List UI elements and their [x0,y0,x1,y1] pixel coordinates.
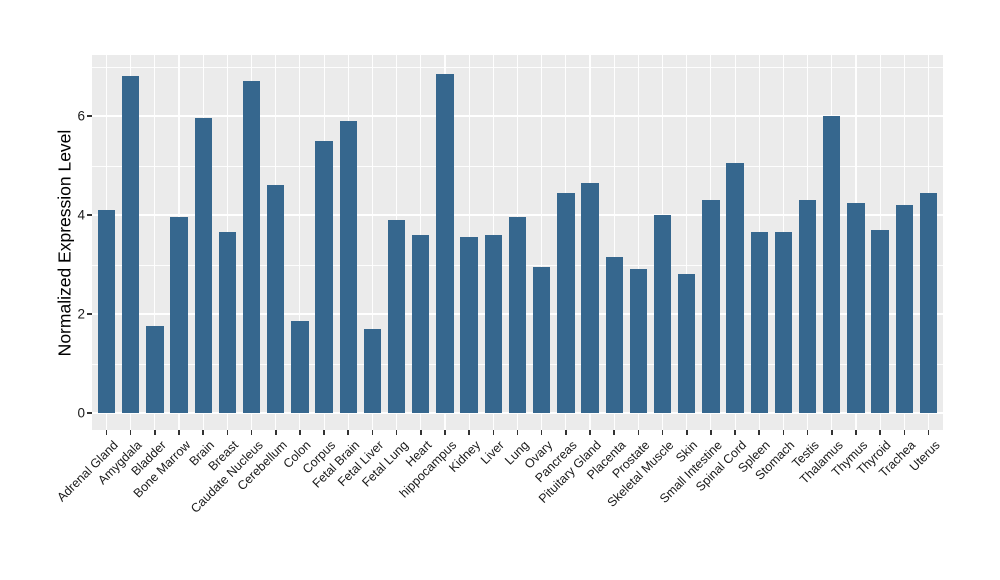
bar [532,266,551,413]
y-axis-tick [87,412,92,414]
x-axis-tick [274,430,277,435]
y-axis-tick [87,115,92,117]
x-axis-tick [419,430,422,435]
x-axis-tick [178,430,180,435]
bar [726,163,744,413]
bar [484,234,503,413]
y-tick-label: 4 [77,207,85,223]
y-axis-tick [87,214,92,216]
bar [412,234,430,413]
gridline-vertical [637,55,639,430]
x-axis-tick [226,430,229,435]
bar [460,237,478,413]
bar [823,116,841,413]
x-axis-tick [613,430,615,435]
bar [218,232,237,413]
bar [557,192,575,413]
bar [121,76,140,413]
gridline-vertical [686,55,688,430]
bar [387,219,406,413]
x-axis-tick [516,430,519,435]
bar [774,232,793,413]
x-axis-tick [806,430,809,435]
x-axis-tick [830,430,833,435]
bar [895,205,914,413]
x-axis-tick [129,430,132,435]
bar [798,200,817,413]
bar [146,326,164,413]
bar [291,321,309,413]
x-axis-tick [250,430,253,435]
gridline-vertical [299,55,301,430]
bar [919,192,938,413]
y-tick-label: 0 [77,405,85,421]
y-axis-tick [87,313,92,315]
plot-panel [92,55,943,430]
y-tick-label: 6 [77,108,85,124]
x-axis-tick [855,430,857,435]
x-axis-tick [927,430,930,435]
bar [363,328,382,413]
gridline-vertical [541,55,543,430]
bar [871,229,889,413]
x-axis-tick [444,430,446,435]
x-axis-tick [347,430,350,435]
bar [629,269,648,413]
x-axis-tick [154,430,156,435]
bar [581,182,599,413]
x-axis-tick [685,430,688,435]
x-axis-tick [540,430,543,435]
bar [750,232,768,413]
x-axis-tick [903,430,906,435]
gridline-vertical [371,55,373,430]
x-tick-label: Liver [478,438,508,468]
x-axis-tick [395,430,398,435]
bar [847,202,865,413]
x-axis-tick [323,430,325,435]
x-axis-tick [734,430,736,435]
y-tick-label: 2 [77,306,85,322]
x-axis-tick [637,430,640,435]
bar [678,274,696,413]
x-axis-tick [758,430,761,435]
x-axis-tick [879,430,881,435]
x-axis-tick [105,430,108,435]
x-axis-tick [589,430,591,435]
x-axis-tick [299,430,301,435]
bar [97,210,116,413]
bar [170,217,188,413]
bar [436,73,454,413]
bar [653,215,672,413]
bar [508,217,527,413]
gridline-vertical [613,55,615,430]
gridline-vertical [154,55,156,430]
x-axis-tick [782,430,785,435]
x-axis-tick [565,430,567,435]
bar [194,118,212,413]
x-axis-tick [468,430,470,435]
bar [605,257,623,413]
bar [315,140,333,413]
x-axis-tick [492,430,495,435]
x-axis-tick [202,430,204,435]
bar [267,185,285,413]
y-axis-title: Normalized Expression Level [54,129,75,357]
x-axis-tick [661,430,664,435]
bar [702,200,720,413]
x-axis-tick [371,430,374,435]
bar [339,120,357,413]
x-axis-tick [710,430,712,435]
bar [242,81,261,413]
